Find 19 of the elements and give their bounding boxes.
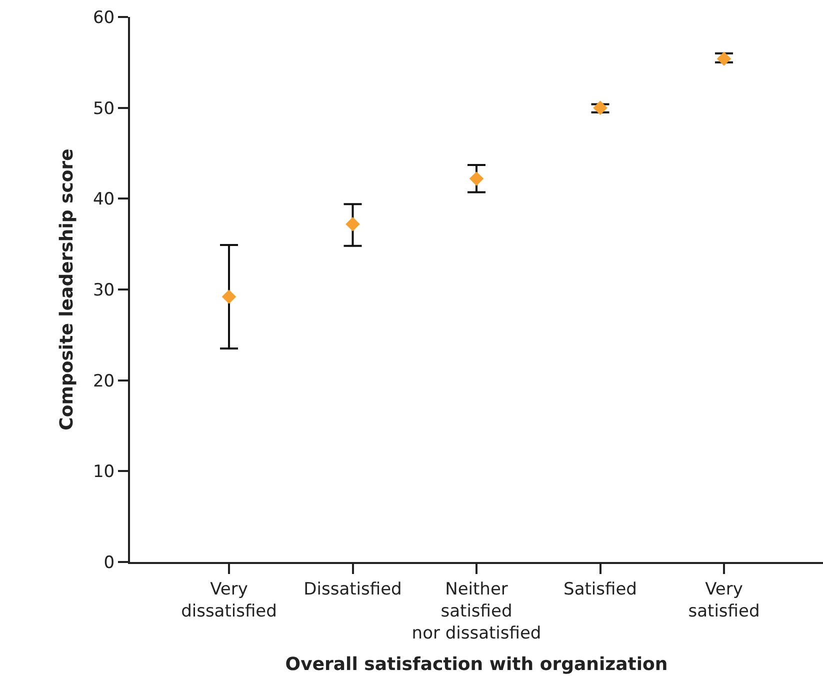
x-tick-label: Dissatisfied bbox=[304, 579, 402, 600]
y-tick-label: 30 bbox=[92, 280, 115, 300]
y-tick-label: 60 bbox=[92, 8, 115, 28]
y-axis-title: Composite leadership score bbox=[56, 148, 78, 430]
point bbox=[593, 100, 608, 115]
y-tick-label: 50 bbox=[92, 98, 115, 119]
x-tick-label: Neither satisfied nor dissatisfied bbox=[412, 579, 542, 644]
x-tick-label: Very satisfied bbox=[688, 579, 760, 622]
point bbox=[346, 216, 360, 232]
x-axis-title: Overall satisfaction with organization bbox=[285, 654, 668, 676]
x-tick-label: Satisfied bbox=[564, 579, 637, 600]
point bbox=[222, 290, 236, 304]
point bbox=[469, 172, 484, 186]
y-tick-label: 20 bbox=[92, 371, 115, 392]
y-tick-label: 10 bbox=[92, 462, 115, 482]
point bbox=[716, 52, 732, 66]
y-tick-label: 0 bbox=[104, 552, 115, 573]
x-tick-label: Very dissatisfied bbox=[181, 579, 277, 622]
y-tick-label: 40 bbox=[92, 190, 115, 210]
